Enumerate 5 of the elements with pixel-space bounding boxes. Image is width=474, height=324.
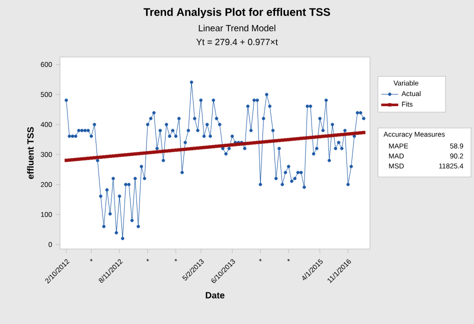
- chart-title: Trend Analysis Plot for effluent TSS: [144, 8, 330, 18]
- x-axis-title: Date: [206, 292, 224, 298]
- y-axis-title: effluent TSS: [27, 127, 34, 179]
- text: Yt = 279.4 + 0.977×t: [196, 38, 278, 46]
- chart-subtitle: Linear Trend Model: [198, 24, 276, 32]
